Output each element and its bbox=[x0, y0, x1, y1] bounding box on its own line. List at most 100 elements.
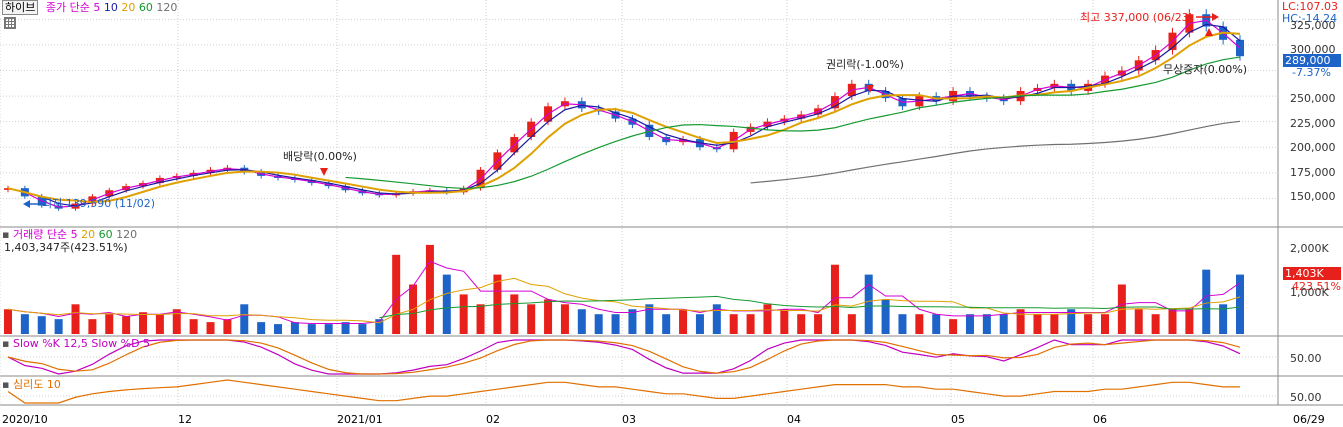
vol-ma-20-label: 20 bbox=[81, 228, 96, 241]
volume-bar bbox=[898, 314, 907, 334]
volume-bar bbox=[476, 304, 485, 334]
volume-bar bbox=[544, 299, 553, 334]
volume-bar bbox=[527, 304, 536, 334]
volume-bar bbox=[611, 314, 620, 334]
volume-bar bbox=[999, 314, 1008, 334]
volume-bar bbox=[881, 299, 890, 334]
volume-bar bbox=[375, 319, 384, 334]
volume-bar bbox=[982, 314, 991, 334]
volume-bar bbox=[1185, 309, 1194, 334]
volume-bar bbox=[594, 314, 603, 334]
x-label: 12 bbox=[178, 413, 192, 426]
volume-bar bbox=[1067, 309, 1076, 334]
volume-bar bbox=[105, 314, 114, 334]
volume-bar bbox=[729, 314, 738, 334]
ma-line-12 bbox=[345, 56, 1241, 190]
volume-bar bbox=[763, 304, 772, 334]
volume-bar bbox=[560, 304, 569, 334]
psy-marker-icon: ▪ bbox=[2, 378, 10, 391]
volume-bar bbox=[695, 314, 704, 334]
volume-bar bbox=[274, 324, 283, 334]
dividend-arrow bbox=[320, 168, 328, 176]
x-label-last: 06/29 bbox=[1293, 413, 1325, 426]
volume-bar bbox=[37, 316, 46, 334]
volume-ma-60 bbox=[379, 295, 1241, 319]
price-tick: 325,000 bbox=[1290, 19, 1336, 32]
volume-bar bbox=[442, 274, 451, 334]
ma-120-label: 120 bbox=[156, 1, 178, 14]
ma-10-label: 10 bbox=[103, 1, 118, 14]
vol-ma-120-label: 120 bbox=[116, 228, 138, 241]
rights-arrow bbox=[866, 85, 874, 93]
high-arrow-head bbox=[1212, 13, 1219, 21]
volume-bar bbox=[1151, 314, 1160, 334]
price-tick: 225,000 bbox=[1290, 117, 1336, 130]
volume-bar bbox=[662, 314, 671, 334]
price-tick: 175,000 bbox=[1290, 166, 1336, 179]
volume-bar bbox=[915, 314, 924, 334]
current-price-tag: 289,000 bbox=[1283, 54, 1341, 67]
volume-bar bbox=[949, 319, 958, 334]
volume-bar bbox=[510, 294, 519, 334]
ma-20-label: 20 bbox=[121, 1, 136, 14]
volume-bar bbox=[4, 309, 12, 334]
x-label: 04 bbox=[787, 413, 801, 426]
annotation-bonus-issue: 무상증자(0.00%) bbox=[1163, 63, 1248, 76]
stoch-tick: 50.00 bbox=[1290, 352, 1322, 365]
price-tick: 300,000 bbox=[1290, 43, 1336, 56]
volume-sub-label: 1,403,347주(423.51%) bbox=[4, 241, 128, 254]
vol-ma-5-label: 5 bbox=[70, 228, 78, 241]
volume-bar bbox=[459, 294, 468, 334]
volume-marker-icon: ▪ bbox=[2, 228, 10, 241]
volume-bar bbox=[20, 314, 29, 334]
grid-toggle-icon[interactable] bbox=[4, 17, 16, 29]
volume-bar bbox=[122, 316, 131, 334]
volume-bar bbox=[1050, 314, 1059, 334]
volume-bar bbox=[88, 319, 97, 334]
volume-bar bbox=[1016, 309, 1025, 334]
volume-bar bbox=[358, 324, 367, 334]
annotation-high: 최고 337,000 (06/23) bbox=[1080, 11, 1194, 24]
x-label: 02 bbox=[486, 413, 500, 426]
annotation-rights: 권리락(-1.00%) bbox=[826, 58, 904, 71]
volume-bar bbox=[679, 309, 688, 334]
volume-bar bbox=[965, 314, 974, 334]
volume-bar bbox=[223, 319, 232, 334]
volume-bar bbox=[797, 314, 806, 334]
volume-bar bbox=[712, 304, 721, 334]
volume-bar bbox=[628, 309, 637, 334]
volume-bar bbox=[307, 324, 316, 334]
ma-60-label: 60 bbox=[138, 1, 153, 14]
volume-bar bbox=[1033, 314, 1042, 334]
stoch-label: Slow %K 12,5 Slow %D 5 bbox=[12, 337, 151, 350]
stoch-marker-icon: ▪ bbox=[2, 337, 10, 350]
psy-line bbox=[7, 379, 1240, 404]
volume-bar bbox=[1134, 309, 1143, 334]
volume-bar bbox=[932, 314, 941, 334]
volume-bar bbox=[746, 314, 755, 334]
slow-d-line bbox=[7, 339, 1241, 375]
volume-pct-tag: 423.51% bbox=[1292, 280, 1341, 293]
volume-bar bbox=[645, 304, 654, 334]
ma-line-120 bbox=[750, 120, 1241, 184]
volume-bar bbox=[1100, 314, 1109, 334]
volume-panel-header: ▪ 거래량 단순 5 20 60 120 bbox=[2, 228, 137, 241]
volume-bar bbox=[864, 274, 873, 334]
volume-bar bbox=[139, 312, 148, 334]
stochastic-panel-header: ▪ Slow %K 12,5 Slow %D 5 bbox=[2, 337, 150, 350]
volume-tick: 1,000K bbox=[1290, 286, 1329, 299]
volume-bar bbox=[830, 264, 839, 334]
volume-bar bbox=[290, 322, 299, 334]
lc-label: LC:107.03 bbox=[1282, 0, 1339, 13]
price-tick: 200,000 bbox=[1290, 141, 1336, 154]
volume-bar bbox=[814, 314, 823, 334]
volume-tick: 2,000K bbox=[1290, 242, 1329, 255]
symbol-box[interactable]: 하이브 bbox=[2, 0, 39, 15]
current-pct-tag: -7.37% bbox=[1292, 66, 1331, 79]
vol-ma-60-label: 60 bbox=[98, 228, 113, 241]
volume-bar bbox=[54, 319, 63, 334]
ma-5-label: 5 bbox=[93, 1, 101, 14]
volume-bar bbox=[1202, 269, 1211, 334]
